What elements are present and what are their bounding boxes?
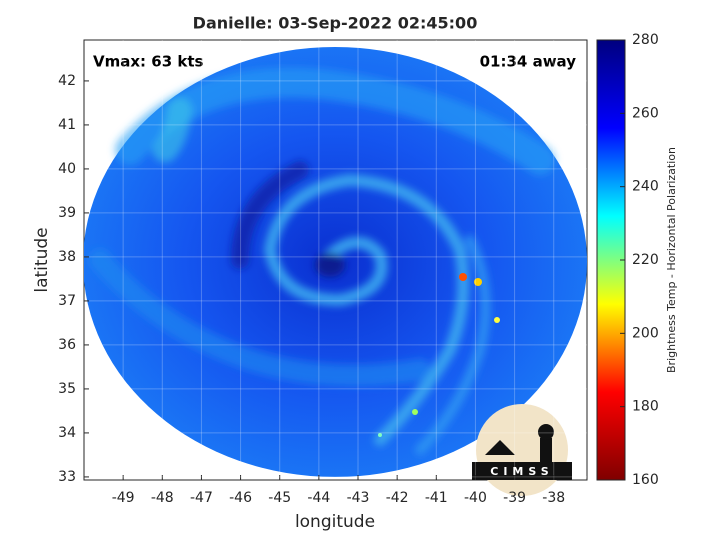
y-tick-label: 41 [58, 117, 76, 133]
x-tick-label: -49 [112, 490, 135, 506]
y-tick-label: 39 [58, 205, 76, 221]
colorbar-tick-label: 240 [632, 179, 659, 195]
x-tick-label: -38 [542, 490, 565, 506]
chart-title: Danielle: 03-Sep-2022 02:45:00 [193, 14, 478, 33]
y-axis-label: latitude [32, 227, 52, 292]
y-tick-label: 36 [58, 337, 76, 353]
x-tick-label: -43 [347, 490, 370, 506]
colorbar-tick-label: 260 [632, 105, 659, 121]
x-tick-label: -44 [307, 490, 330, 506]
x-tick-label: -39 [503, 490, 526, 506]
colorbar-tick-label: 220 [632, 252, 659, 268]
x-tick-label: -41 [425, 490, 448, 506]
x-tick-label: -48 [151, 490, 174, 506]
colorbar-tick-label: 280 [632, 32, 659, 48]
y-tick-label: 38 [58, 249, 76, 265]
x-axis-label: longitude [295, 512, 375, 532]
colorbar-label: Brightness Temp - Horizontal Polarizatio… [665, 147, 678, 373]
satellite-image [84, 47, 587, 477]
x-tick-label: -45 [268, 490, 291, 506]
x-tick-label: -46 [229, 490, 252, 506]
logo-text: CIMSS [490, 465, 553, 478]
annotation: 01:34 away [480, 53, 577, 71]
x-tick-label: -42 [386, 490, 409, 506]
annotation: Vmax: 63 kts [93, 53, 203, 71]
colorbar-tick-label: 180 [632, 399, 659, 415]
y-tick-label: 33 [58, 469, 76, 485]
y-tick-label: 34 [58, 425, 76, 441]
y-tick-label: 35 [58, 381, 76, 397]
logo: CIMSS [472, 404, 572, 496]
x-tick-label: -40 [464, 490, 487, 506]
colorbar-tick-label: 160 [632, 472, 659, 488]
y-tick-label: 37 [58, 293, 76, 309]
y-tick-label: 40 [58, 161, 76, 177]
y-tick-label: 42 [58, 73, 76, 89]
x-tick-label: -47 [190, 490, 213, 506]
colorbar-tick-label: 200 [632, 325, 659, 341]
